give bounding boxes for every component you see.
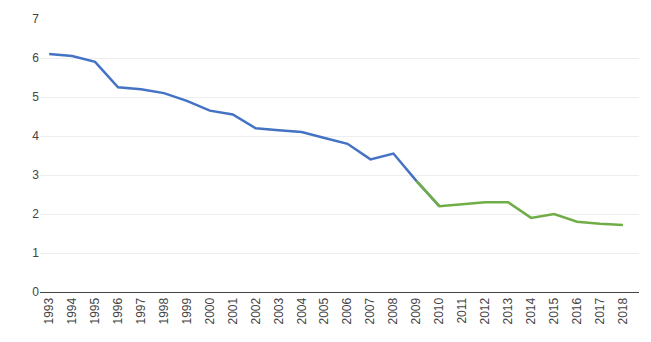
svg-text:1997: 1997	[134, 297, 148, 324]
svg-text:4: 4	[32, 129, 39, 143]
svg-text:2012: 2012	[478, 297, 492, 324]
svg-text:7: 7	[32, 12, 39, 26]
svg-text:1999: 1999	[180, 297, 194, 324]
svg-text:2016: 2016	[570, 297, 584, 324]
svg-text:2001: 2001	[226, 297, 240, 324]
svg-text:2007: 2007	[363, 297, 377, 324]
svg-text:0: 0	[32, 285, 39, 299]
svg-text:1996: 1996	[111, 297, 125, 324]
svg-text:2008: 2008	[386, 297, 400, 324]
svg-text:2003: 2003	[272, 297, 286, 324]
svg-text:2: 2	[32, 207, 39, 221]
svg-text:1994: 1994	[65, 297, 79, 324]
svg-text:2009: 2009	[409, 297, 423, 324]
svg-text:2013: 2013	[501, 297, 515, 324]
svg-text:6: 6	[32, 51, 39, 65]
svg-text:3: 3	[32, 168, 39, 182]
svg-text:2017: 2017	[593, 297, 607, 324]
svg-text:2014: 2014	[524, 297, 538, 324]
svg-text:2015: 2015	[547, 297, 561, 324]
svg-text:2002: 2002	[249, 297, 263, 324]
svg-text:2018: 2018	[616, 297, 630, 324]
svg-text:1998: 1998	[157, 297, 171, 324]
svg-text:1: 1	[32, 246, 39, 260]
svg-text:1995: 1995	[88, 297, 102, 324]
svg-text:2005: 2005	[317, 297, 331, 324]
svg-text:2004: 2004	[295, 297, 309, 324]
svg-text:2010: 2010	[432, 297, 446, 324]
svg-text:2011: 2011	[455, 297, 469, 323]
svg-text:2006: 2006	[340, 297, 354, 324]
svg-text:1993: 1993	[42, 297, 56, 324]
svg-text:2000: 2000	[203, 297, 217, 324]
svg-text:5: 5	[32, 90, 39, 104]
